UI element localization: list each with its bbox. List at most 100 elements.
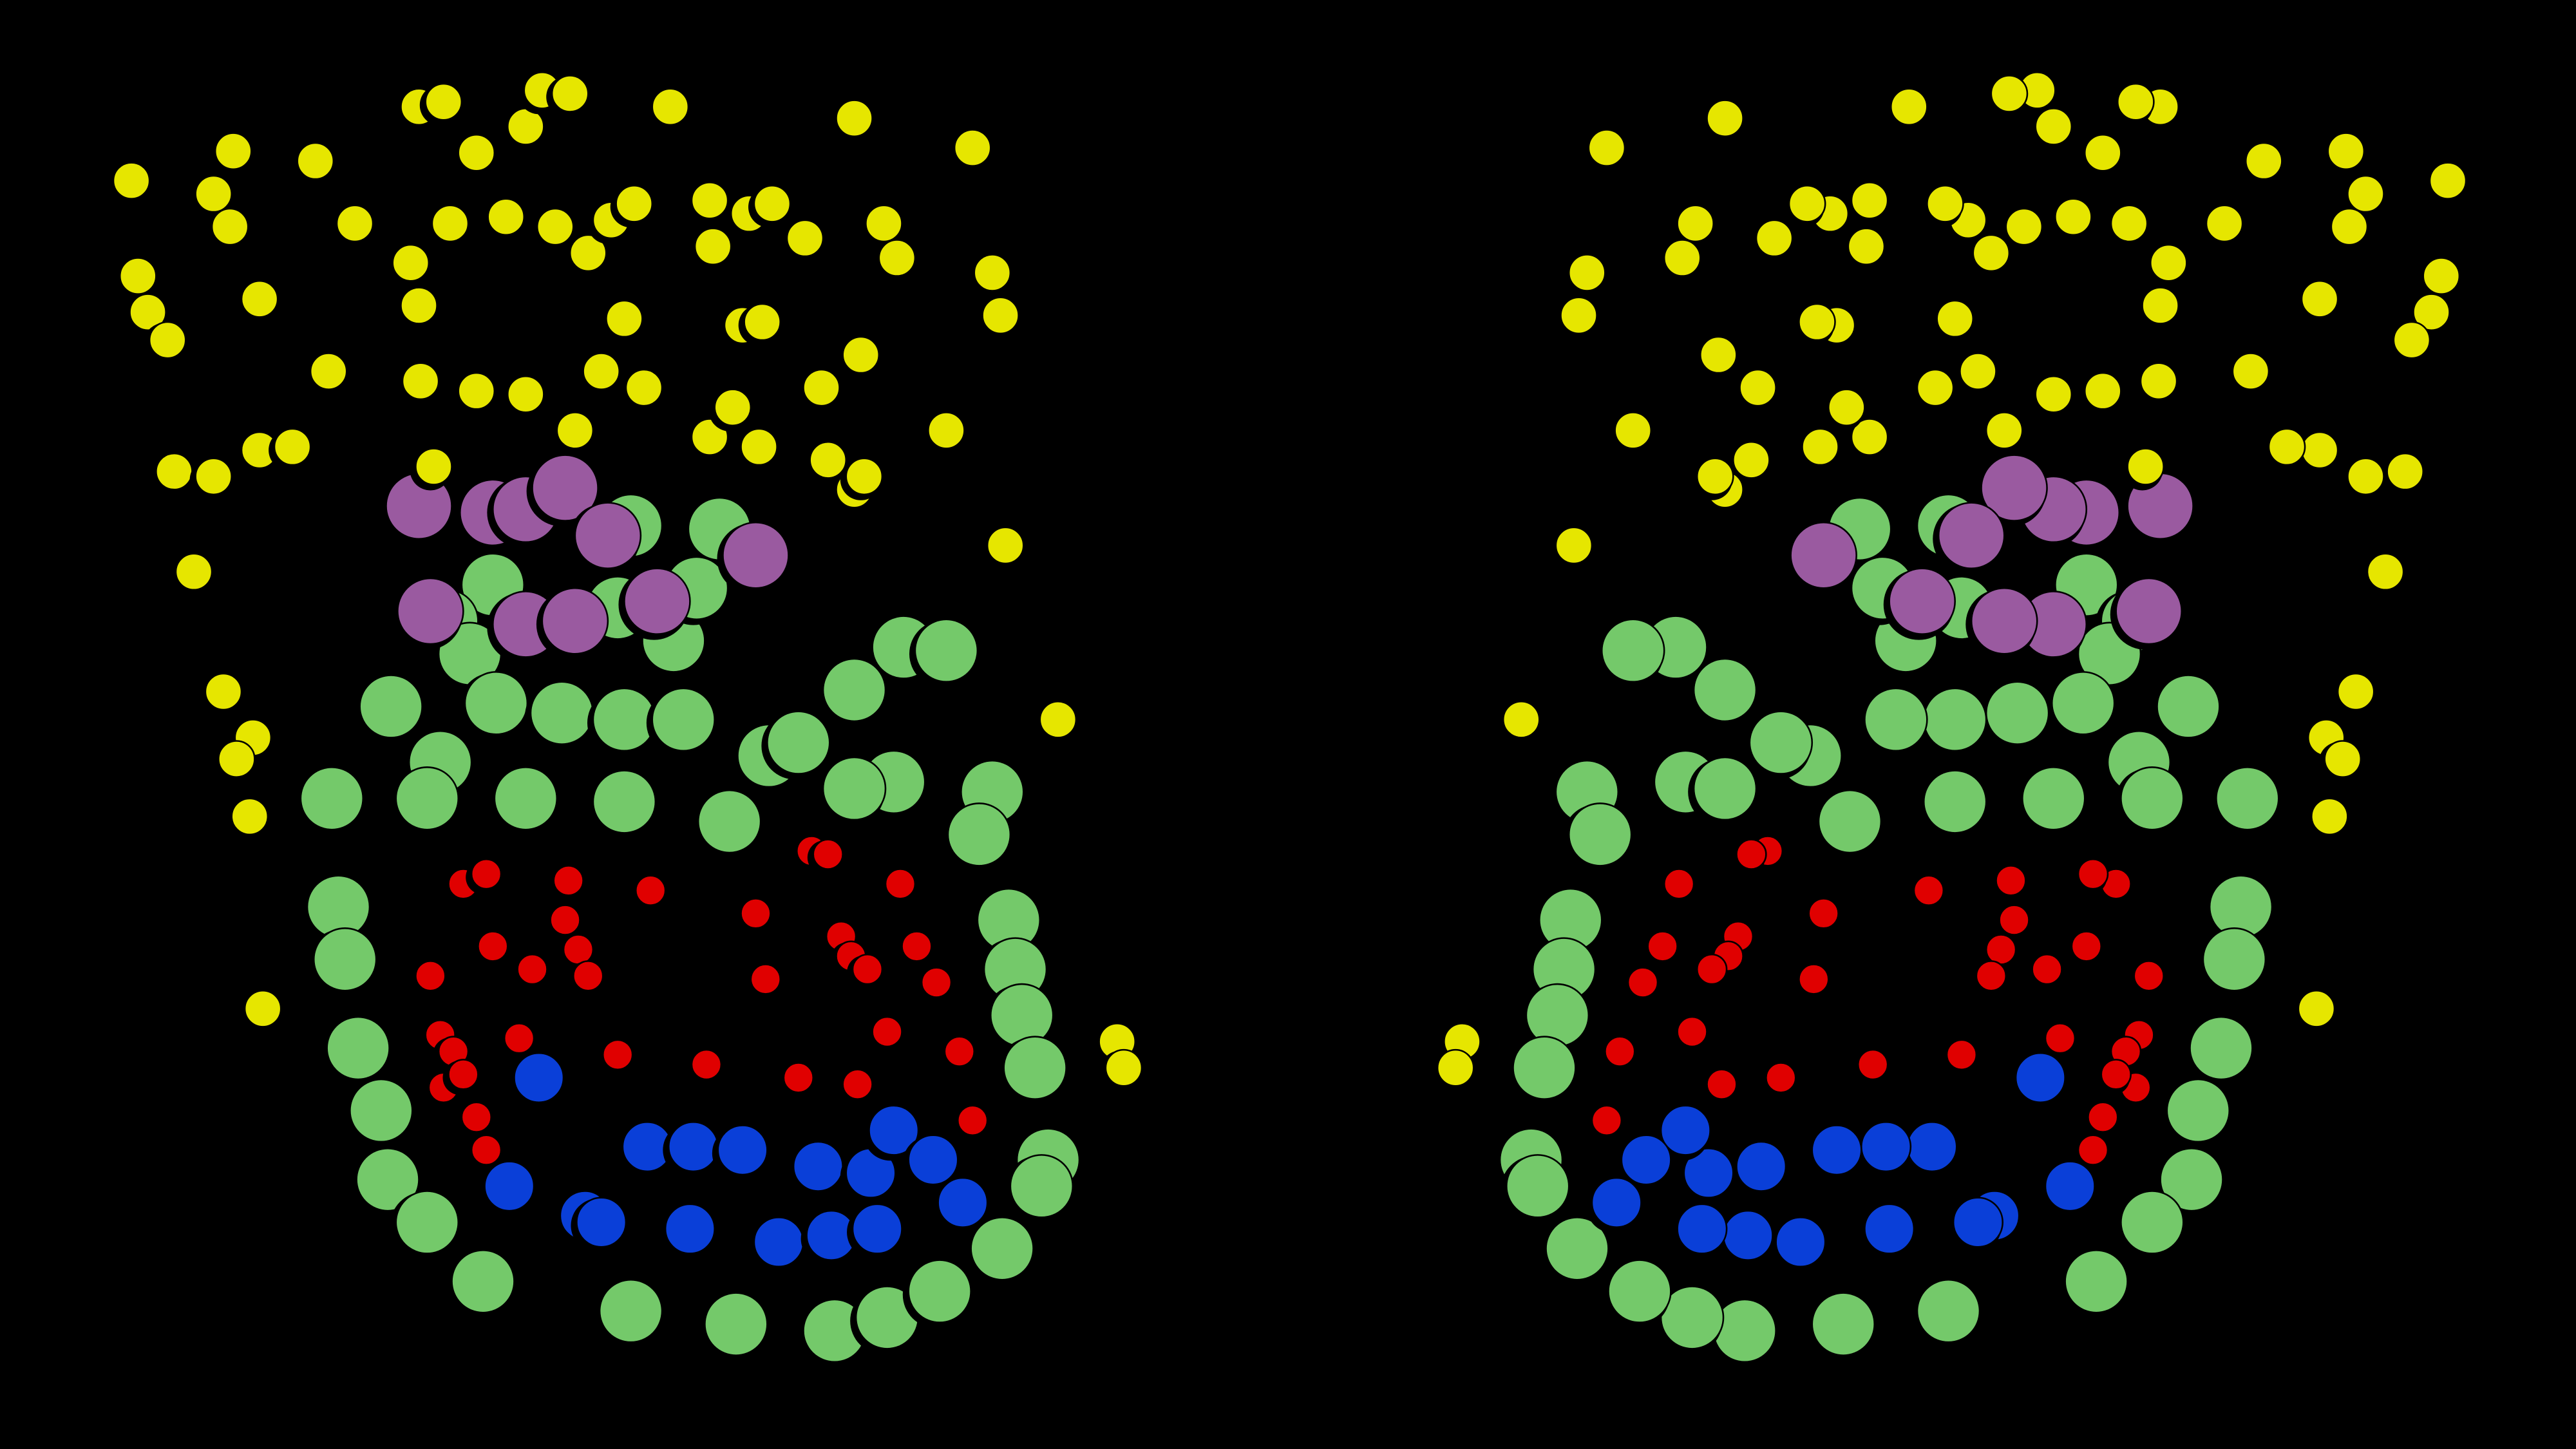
yellow-dot — [1755, 219, 1794, 258]
blue-dot — [937, 1177, 989, 1228]
yellow-dot — [569, 234, 607, 272]
red-dot — [470, 858, 502, 890]
yellow-dot — [2083, 133, 2122, 172]
red-dot — [812, 838, 844, 870]
yellow-dot — [615, 184, 654, 223]
green-dot — [1692, 658, 1757, 723]
green-dot — [1009, 1154, 1074, 1218]
purple-dot — [1937, 502, 2005, 569]
green-dot — [355, 1147, 420, 1212]
red-dot — [2031, 953, 2063, 985]
green-dot — [2050, 671, 2116, 735]
yellow-dot — [175, 553, 213, 591]
yellow-dot — [1039, 701, 1077, 739]
yellow-dot — [1104, 1048, 1143, 1087]
red-dot — [470, 1134, 502, 1166]
yellow-dot — [740, 428, 778, 466]
red-dot — [851, 953, 884, 985]
red-dot — [1663, 868, 1695, 900]
yellow-dot — [424, 82, 463, 121]
yellow-dot — [2139, 362, 2178, 401]
blue-dot — [1683, 1147, 1734, 1198]
yellow-dot — [714, 388, 752, 426]
red-dot — [782, 1062, 815, 1094]
yellow-dot — [2034, 375, 2073, 413]
yellow-dot — [2300, 431, 2339, 469]
blue-dot — [2044, 1160, 2096, 1212]
green-dot — [914, 618, 979, 683]
red-dot — [1808, 898, 1839, 929]
purple-dot — [1888, 567, 1956, 635]
blue-dot — [667, 1121, 719, 1173]
yellow-dot — [400, 287, 438, 325]
yellow-dot — [973, 254, 1012, 292]
red-dot — [943, 1036, 976, 1067]
yellow-dot — [211, 207, 249, 246]
green-dot — [1600, 618, 1665, 683]
yellow-dot — [786, 219, 824, 258]
yellow-dot — [1850, 418, 1889, 456]
green-dot — [529, 681, 594, 745]
yellow-dot — [743, 303, 782, 341]
yellow-dot — [457, 372, 496, 410]
yellow-dot — [551, 75, 589, 113]
green-dot — [822, 756, 887, 821]
red-dot — [503, 1023, 535, 1054]
yellow-dot — [218, 740, 256, 778]
yellow-dot — [2110, 204, 2148, 243]
yellow-dot — [129, 293, 167, 332]
purple-dot — [1980, 454, 2048, 522]
green-dot — [1607, 1259, 1672, 1323]
yellow-dot — [2268, 428, 2306, 466]
yellow-dot — [927, 412, 965, 450]
green-dot — [2120, 766, 2184, 831]
green-dot — [704, 1292, 768, 1356]
red-dot — [1765, 1062, 1797, 1094]
yellow-dot — [1732, 440, 1770, 479]
yellow-dot — [2330, 207, 2369, 246]
green-dot — [907, 1259, 972, 1323]
yellow-dot — [1555, 526, 1593, 565]
purple-dot — [574, 502, 642, 569]
green-dot — [592, 770, 657, 834]
yellow-dot — [148, 321, 187, 359]
yellow-dot — [2311, 797, 2349, 836]
green-dot — [598, 1278, 663, 1343]
red-dot — [573, 960, 604, 992]
yellow-dot — [415, 448, 453, 486]
left-dot-cluster — [108, 71, 1143, 1368]
yellow-dot — [155, 452, 193, 491]
yellow-dot — [2034, 108, 2073, 146]
yellow-dot — [2347, 175, 2385, 213]
yellow-dot — [1696, 457, 1734, 496]
green-dot — [1748, 710, 1814, 775]
yellow-dot — [2336, 672, 2375, 711]
blue-dot — [1952, 1197, 2003, 1248]
yellow-dot — [1801, 428, 1839, 466]
red-dot — [842, 1068, 873, 1100]
red-dot — [1696, 953, 1728, 985]
green-dot — [2202, 927, 2267, 992]
yellow-dot — [2005, 207, 2043, 246]
yellow-dot — [1972, 234, 2011, 272]
red-dot — [415, 960, 446, 992]
purple-dot — [541, 587, 609, 655]
yellow-dot — [1850, 181, 1889, 220]
green-dot — [2215, 766, 2280, 831]
green-dot — [464, 671, 529, 735]
blue-dot — [1620, 1134, 1672, 1186]
yellow-dot — [1847, 227, 1886, 265]
yellow-dot — [1739, 368, 1777, 407]
green-dot — [651, 687, 715, 752]
yellow-dot — [809, 440, 848, 479]
red-dot — [1676, 1016, 1708, 1048]
yellow-dot — [1614, 412, 1653, 450]
red-dot — [460, 1101, 493, 1133]
yellow-dot — [605, 299, 643, 338]
yellow-dot — [1663, 239, 1701, 277]
blue-dot — [717, 1124, 768, 1176]
yellow-dot — [1560, 296, 1598, 335]
red-dot — [2044, 1023, 2076, 1054]
